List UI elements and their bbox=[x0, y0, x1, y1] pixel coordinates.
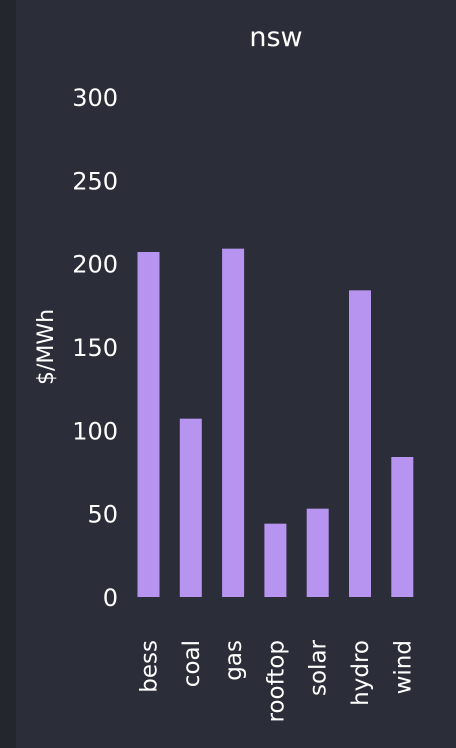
y-tick-label: 200 bbox=[72, 251, 118, 279]
category-label-rooftop: rooftop bbox=[263, 640, 289, 722]
category-label-wind: wind bbox=[390, 640, 416, 694]
y-tick-labels: 0 50 100 150 200 250 300 bbox=[72, 84, 118, 612]
y-axis-label: $/MWh bbox=[34, 309, 59, 385]
chart-title: nsw bbox=[249, 22, 302, 53]
y-tick-label: 100 bbox=[72, 417, 118, 445]
category-label-solar: solar bbox=[306, 639, 332, 696]
category-labels: bess coal gas rooftop solar hydro wind bbox=[137, 639, 417, 722]
category-label-bess: bess bbox=[137, 640, 163, 693]
category-label-coal: coal bbox=[179, 640, 205, 687]
y-tick-label: 300 bbox=[72, 84, 118, 112]
bar-gas bbox=[222, 248, 245, 597]
bar-coal bbox=[179, 418, 202, 597]
bar-hydro bbox=[349, 290, 371, 597]
y-tick-label: 150 bbox=[72, 334, 118, 362]
bar-solar bbox=[306, 508, 329, 597]
left-edge-strip bbox=[0, 0, 16, 748]
bars bbox=[137, 248, 414, 597]
y-tick-label: 250 bbox=[72, 167, 118, 195]
y-tick-label: 0 bbox=[103, 584, 118, 612]
category-label-hydro: hydro bbox=[348, 640, 374, 706]
category-label-gas: gas bbox=[221, 640, 247, 681]
bar-rooftop bbox=[264, 523, 287, 597]
y-tick-label: 50 bbox=[87, 501, 118, 529]
bar-wind bbox=[391, 457, 414, 597]
bar-bess bbox=[137, 252, 160, 597]
